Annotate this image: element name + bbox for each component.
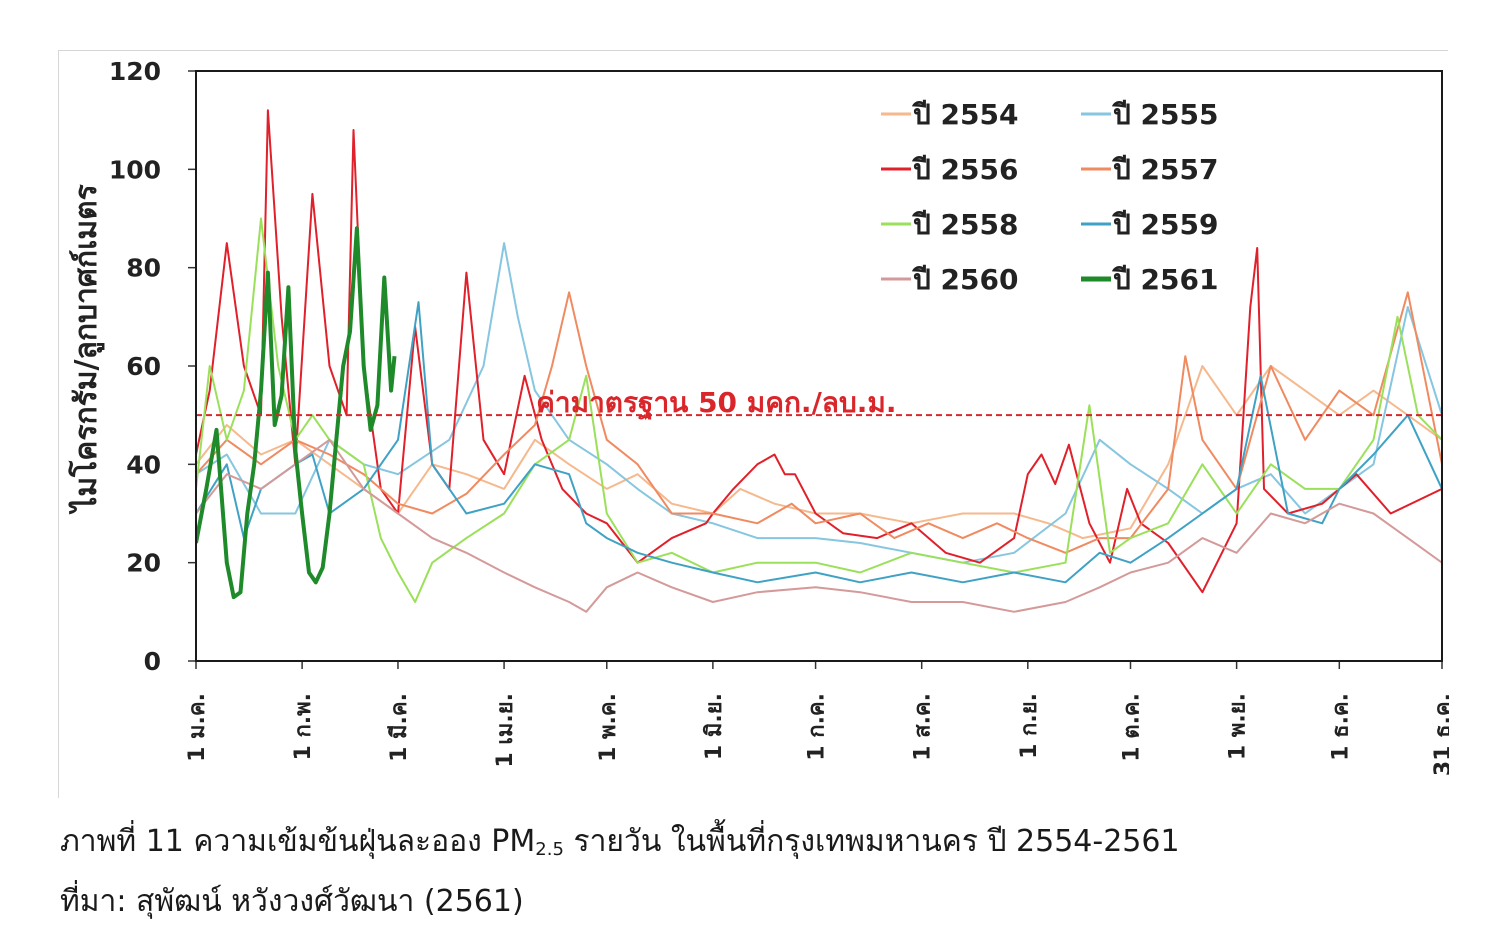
legend-label: ปี 2557 [1111,153,1218,186]
x-tick-label: 1 พ.ย. [1226,693,1251,760]
y-tick-label: 80 [126,254,161,283]
y-tick-label: 40 [126,450,161,479]
y-tick-label: 0 [144,647,161,676]
chart-frame: 0 20 40 60 80 100 120 ไมโครกรัม/ลูกบาศก์เมตร 1 ม… [58,50,1449,798]
y-tick-label: 60 [126,352,161,381]
x-tick-label: 1 มี.ค. [387,693,412,762]
series-line [196,291,1442,554]
series-line [196,301,1442,584]
caption-subscript: 2.5 [535,839,564,860]
pm25-chart: 0 20 40 60 80 100 120 ไมโครกรัม/ลูกบาศก์เมตร 1 ม… [67,57,1449,776]
legend-label: ปี 2560 [911,263,1018,296]
x-tick-label: 1 ธ.ค. [1328,693,1353,761]
series-line [196,109,1442,594]
x-tick-label: 1 ม.ค. [185,693,210,762]
x-tick-label: 1 ส.ค. [911,693,936,761]
caption-text-rest: รายวัน ในพื้นที่กรุงเทพมหานคร ปี 2554-25… [563,824,1180,859]
y-axis-label: ไมโครกรัม/ลูกบาศก์เมตร [67,184,105,514]
series-line [196,226,397,600]
caption-text: ภาพที่ 11 ความเข้มข้นฝุ่นละออง PM [60,824,536,859]
legend-label: ปี 2558 [911,208,1018,241]
series-line [196,217,1442,603]
x-tick-label: 1 ต.ค. [1120,693,1145,762]
legend-label: ปี 2554 [911,98,1018,131]
legend-label: ปี 2561 [1111,263,1218,296]
figure-caption: ภาพที่ 11 ความเข้มข้นฝุ่นละออง PM2.5 ราย… [60,818,1180,865]
standard-line-label: ค่ามาตรฐาน 50 มคก./ลบ.ม. [536,386,896,421]
legend-label: ปี 2559 [1111,208,1218,241]
x-tick-label: 1 มิ.ย. [702,693,727,760]
series-line [196,242,1442,564]
legend-label: ปี 2555 [1111,98,1218,131]
y-tick-label: 120 [109,57,161,86]
x-tick-label: 1 พ.ค. [596,693,621,762]
figure-source: ที่มา: สุพัฒน์ หวังวงศ์วัฒนา (2561) [60,884,524,919]
x-tick-label: 1 เม.ย. [493,693,518,768]
y-tick-label: 100 [109,155,161,184]
legend-label: ปี 2556 [911,153,1018,186]
plot-border [195,70,1443,662]
y-tick-label: 20 [126,549,161,578]
x-tick-label: 1 ก.ย. [1017,693,1042,759]
series-line [196,438,1442,613]
x-tick-label: 1 ก.พ. [291,693,316,761]
x-tick-label: 1 ก.ค. [805,693,830,761]
x-tick-label: 31 ธ.ค. [1431,693,1449,776]
